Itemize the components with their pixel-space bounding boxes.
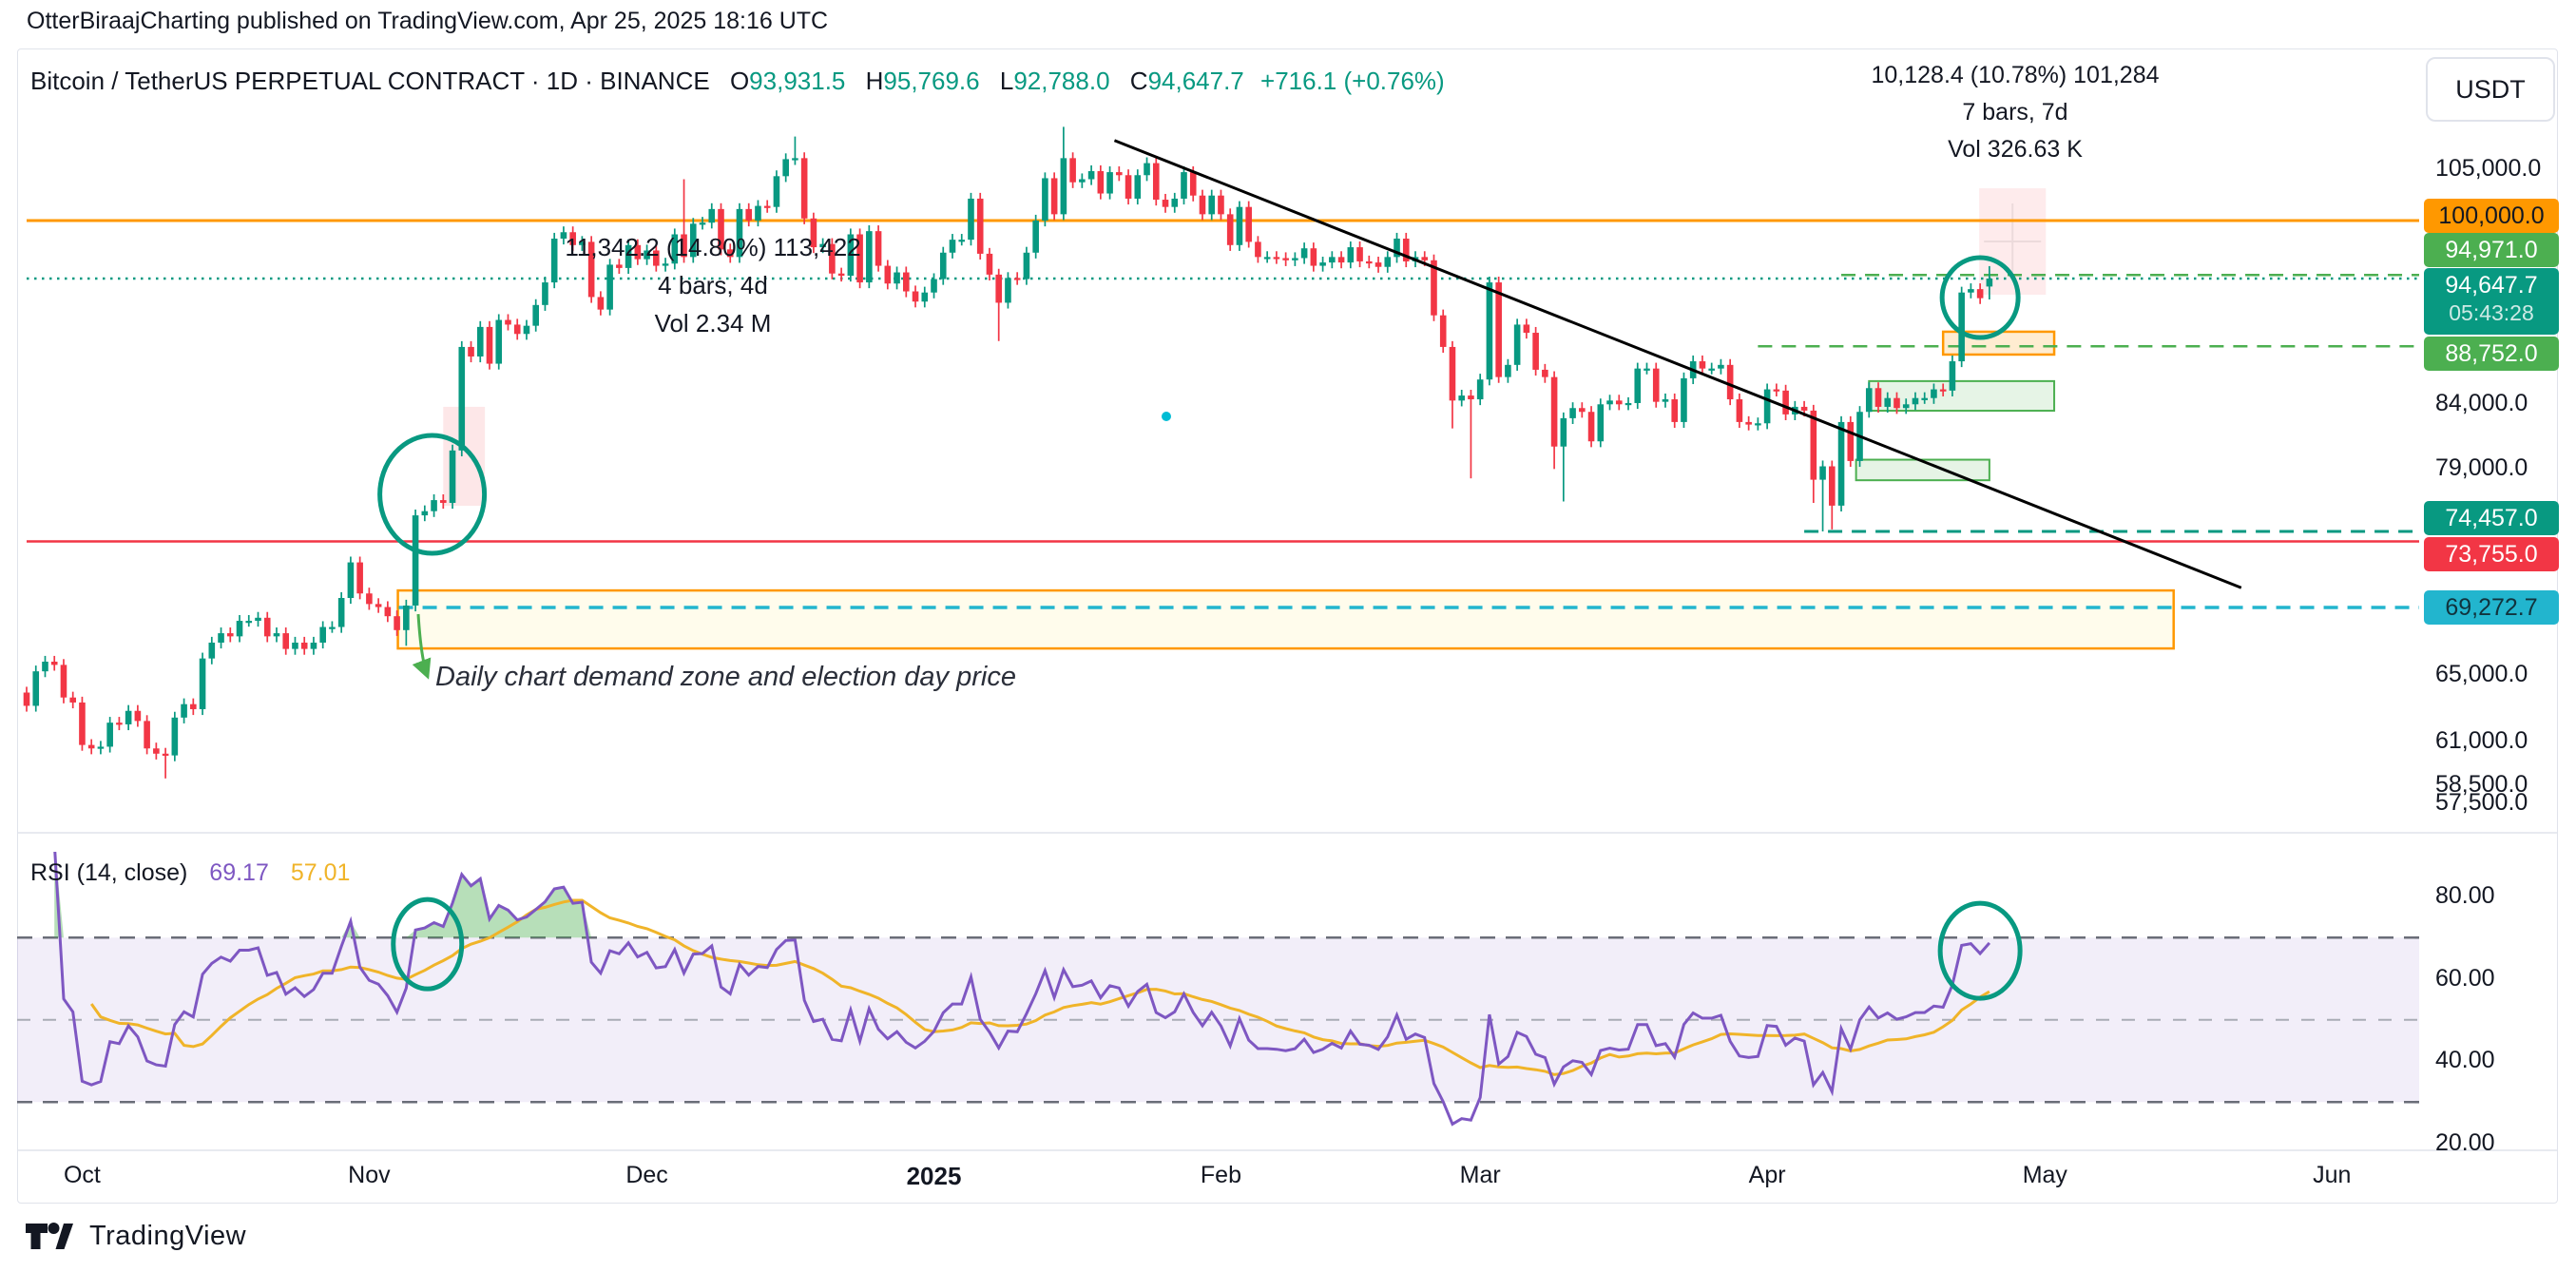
close-value: 94,647.7 [1147,67,1244,95]
measure-bars: 4 bars, 4d [658,271,768,299]
rsi-title: RSI (14, close) [30,859,188,886]
tradingview-footer[interactable]: TradingView [25,1217,246,1255]
tradingview-wordmark: TradingView [89,1220,247,1251]
time-axis-label: Apr [1748,1162,1786,1188]
measure-tool-label-left[interactable]: 11,342.2 (14.80%) 113,422 4 bars, 4d Vol… [504,228,922,342]
measure-tool-label-right[interactable]: 10,128.4 (10.78%) 101,284 7 bars, 7d Vol… [1806,57,2224,168]
price-axis-label: 84,000.0 [2435,390,2528,417]
time-axis-label: Feb [1200,1162,1241,1188]
price-label-badge: 73,755.0 [2424,537,2559,572]
price-label-badge: 69,272.7 [2424,589,2559,625]
price-axis-label: 57,500.0 [2435,789,2528,815]
rsi-value: 69.17 [209,859,269,886]
rsi-axis-label: 20.00 [2435,1128,2495,1156]
rsi-legend: RSI (14, close) 69.17 57.01 [30,859,350,887]
time-axis-label: 2025 [906,1162,962,1190]
time-axis-label: May [2022,1162,2067,1188]
open-label: O [729,67,750,95]
price-axis-label: 105,000.0 [2435,154,2542,182]
time-axis-label: Jun [2313,1162,2352,1188]
price-axis-label: 58,500.0 [2435,771,2528,799]
price-axis-label: 65,000.0 [2435,660,2528,687]
time-axis-label: Mar [1459,1162,1501,1188]
measure-price-delta: 10,128.4 (10.78%) 101,284 [1871,62,2160,88]
price-label-badge: 74,457.0 [2424,501,2559,536]
price-axis[interactable]: 105,000.0 84,000.0 79,000.0 65,000.0 61,000.… [0,48,2576,815]
time-axis-label: Oct [63,1162,101,1188]
price-axis-label: 79,000.0 [2435,454,2528,482]
low-value: 92,788.0 [1013,67,1110,95]
price-label-badge: 100,000.0 [2424,198,2559,233]
currency-toggle-button[interactable]: USDT [2426,57,2555,122]
rsi-axis-label: 60.00 [2435,964,2495,992]
low-label: L [999,67,1014,95]
close-label: C [1129,67,1148,95]
time-axis-label: Nov [348,1162,391,1188]
price-axis-label: 61,000.0 [2435,726,2528,754]
symbol-title[interactable]: Bitcoin / TetherUS PERPETUAL CONTRACT · … [30,67,710,95]
rsi-axis-label: 80.00 [2435,882,2495,909]
high-label: H [865,67,884,95]
publish-header: OtterBiraajCharting published on Trading… [27,8,829,34]
symbol-legend: Bitcoin / TetherUS PERPETUAL CONTRACT · … [30,67,1445,96]
price-label-badge: 88,752.0 [2424,336,2559,371]
time-axis-label: Dec [625,1162,668,1188]
change-value: +716.1 (+0.76%) [1260,67,1445,95]
tradingview-logo-icon [26,1223,73,1249]
open-value: 93,931.5 [749,67,846,95]
chart-card [17,48,2558,1204]
rsi-ma-value: 57.01 [290,859,351,886]
price-label-badge: 94,971.0 [2424,232,2559,267]
price-label-badge: 94,647.7 05:43:28 [2424,267,2559,335]
measure-volume: Vol 2.34 M [654,309,772,337]
measure-bars: 7 bars, 7d [1962,99,2068,125]
annotation-text[interactable]: Daily chart demand zone and election day… [435,662,1016,692]
high-value: 95,769.6 [883,67,980,95]
measure-volume: Vol 326.63 K [1948,136,2083,163]
rsi-axis-label: 40.00 [2435,1047,2495,1073]
measure-price-delta: 11,342.2 (14.80%) 113,422 [565,233,861,261]
